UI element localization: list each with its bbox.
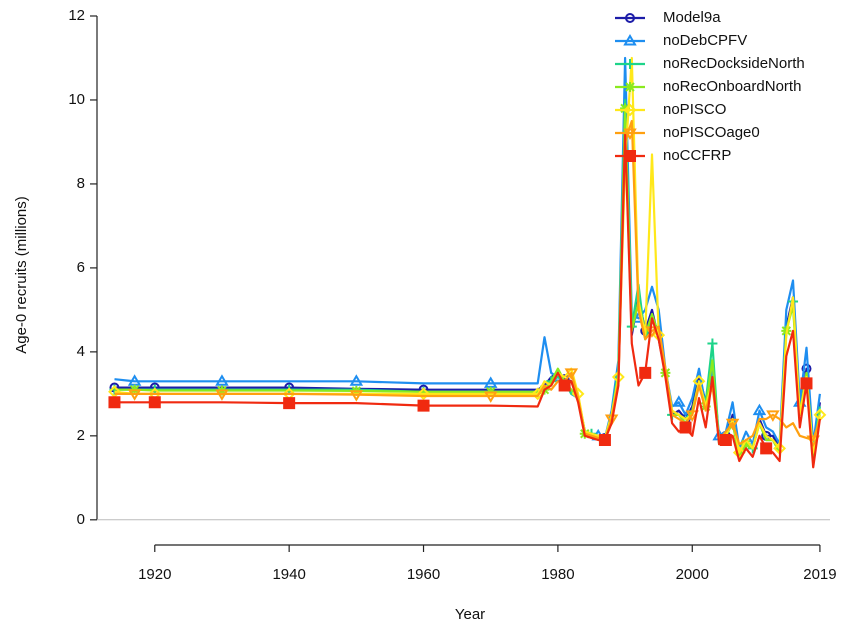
x-tick-label: 1940 bbox=[272, 566, 305, 583]
marker bbox=[685, 410, 700, 422]
y-tick-label: 0 bbox=[77, 511, 85, 528]
marker bbox=[148, 396, 161, 409]
marker bbox=[639, 366, 652, 379]
y-axis-label: Age-0 recruits (millions) bbox=[13, 196, 30, 354]
y-tick-label: 4 bbox=[77, 343, 85, 360]
legend-marker bbox=[623, 103, 637, 117]
legend-label: noCCFRP bbox=[663, 147, 731, 164]
x-tick-label: 1920 bbox=[138, 566, 171, 583]
marker bbox=[349, 390, 364, 402]
marker bbox=[283, 397, 296, 410]
marker bbox=[215, 374, 229, 386]
series-line bbox=[114, 56, 821, 450]
legend-label: noDebCPFV bbox=[663, 32, 747, 49]
x-tick-label: 2000 bbox=[676, 566, 709, 583]
legend-marker bbox=[625, 13, 635, 23]
marker bbox=[215, 389, 229, 401]
legend-marker bbox=[623, 34, 637, 46]
marker bbox=[604, 414, 619, 427]
marker bbox=[760, 442, 773, 455]
marker bbox=[741, 439, 752, 450]
marker bbox=[672, 395, 686, 407]
x-tick-label: 1960 bbox=[407, 566, 440, 583]
marker bbox=[349, 374, 364, 386]
marker bbox=[483, 391, 498, 403]
marker bbox=[707, 338, 718, 349]
x-tick-label: 1980 bbox=[541, 566, 574, 583]
marker bbox=[752, 403, 767, 416]
legend-label: noRecDocksideNorth bbox=[663, 55, 805, 72]
y-tick-label: 12 bbox=[68, 7, 85, 24]
marker bbox=[725, 418, 740, 431]
marker bbox=[558, 379, 571, 392]
marker bbox=[108, 396, 121, 409]
legend-label: noRecOnboardNorth bbox=[663, 78, 801, 95]
legend-marker bbox=[623, 128, 637, 140]
series-line bbox=[114, 119, 821, 446]
marker bbox=[417, 387, 430, 401]
marker bbox=[598, 434, 611, 447]
legend-marker bbox=[625, 82, 635, 92]
series-line bbox=[114, 132, 821, 469]
y-tick-label: 10 bbox=[68, 91, 85, 108]
legend-marker bbox=[625, 59, 635, 69]
marker bbox=[127, 389, 142, 401]
legend-label: Model9a bbox=[663, 9, 721, 26]
legend-label: noPISCOage0 bbox=[663, 124, 760, 141]
marker bbox=[417, 399, 430, 412]
marker bbox=[620, 103, 631, 114]
series bbox=[108, 132, 821, 469]
x-tick-label: 2019 bbox=[803, 566, 836, 583]
legend-marker bbox=[624, 150, 636, 162]
y-tick-label: 6 bbox=[77, 259, 85, 276]
x-axis-label: Year bbox=[455, 606, 485, 623]
marker bbox=[766, 410, 780, 422]
marker bbox=[564, 368, 579, 380]
y-tick-label: 2 bbox=[77, 427, 85, 444]
y-tick-label: 8 bbox=[77, 175, 85, 192]
marker bbox=[679, 421, 692, 434]
marker bbox=[800, 377, 813, 390]
marker bbox=[719, 434, 732, 447]
legend-label: noPISCO bbox=[663, 101, 726, 118]
